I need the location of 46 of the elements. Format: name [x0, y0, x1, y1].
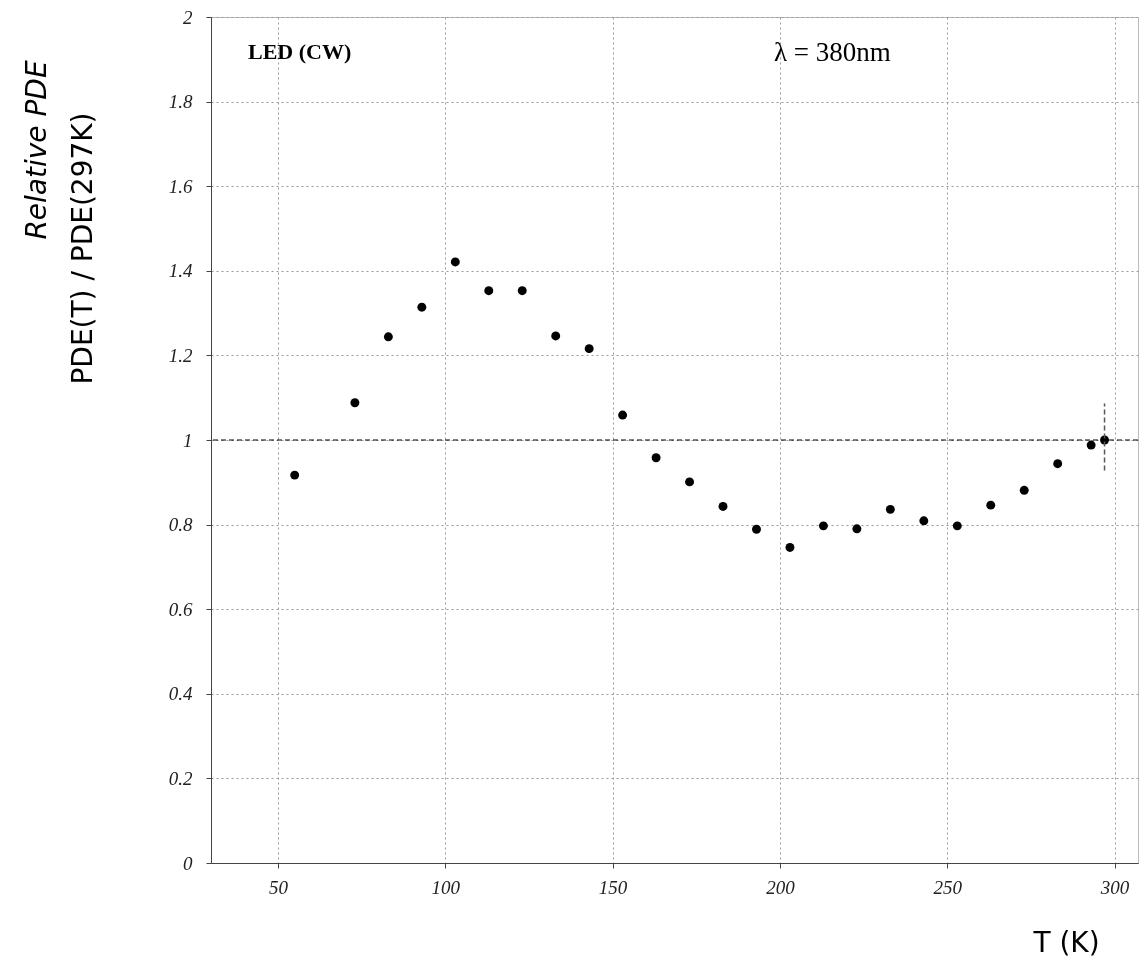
y-tick-label: 0.4 [168, 683, 193, 705]
y-tick-label: 1.8 [168, 91, 193, 113]
point [450, 257, 460, 267]
y-tick-label: 1.2 [168, 344, 193, 366]
y-tick-label: 0.6 [168, 598, 193, 620]
point [651, 453, 661, 463]
point [1019, 485, 1029, 495]
y-tick-label: 2 [183, 6, 193, 28]
y-tick-label: 0.8 [168, 514, 193, 536]
point [484, 286, 494, 296]
y-tick-label: 1.6 [168, 175, 193, 197]
point [952, 521, 962, 531]
annotation: λ = 380nm [774, 37, 891, 67]
point [852, 524, 862, 534]
text: Relative PDE [20, 60, 53, 240]
point [350, 398, 360, 408]
x-tick-label: 200 [766, 876, 796, 898]
point [618, 410, 628, 420]
point [1053, 459, 1063, 469]
x-tick-label: 250 [933, 876, 963, 898]
y-tick-label: 1.4 [168, 260, 193, 282]
point [818, 521, 828, 531]
point [885, 504, 895, 514]
x-axis-title: T (K) [1032, 925, 1100, 959]
x-tick-label: 300 [1099, 876, 1130, 898]
y-tick-label: 0 [183, 852, 193, 874]
point [417, 302, 427, 312]
x-tick-label: 100 [431, 876, 461, 898]
point [1086, 440, 1096, 450]
x-tick-label: 150 [598, 876, 628, 898]
point [718, 501, 728, 511]
point [685, 477, 695, 487]
point [752, 524, 761, 534]
point [785, 542, 795, 552]
point [919, 516, 929, 526]
point [551, 331, 561, 341]
point [290, 470, 300, 480]
x-tick-label: 50 [268, 876, 289, 898]
annotation: LED (CW) [248, 39, 352, 64]
point [986, 500, 996, 510]
y-tick-label: 0.2 [168, 767, 193, 789]
y-tick-label: 1 [183, 429, 193, 451]
point [383, 332, 393, 342]
point [584, 344, 594, 354]
y-axis-title: PDE(T) / PDE(297K) [65, 112, 99, 385]
point [517, 286, 527, 296]
